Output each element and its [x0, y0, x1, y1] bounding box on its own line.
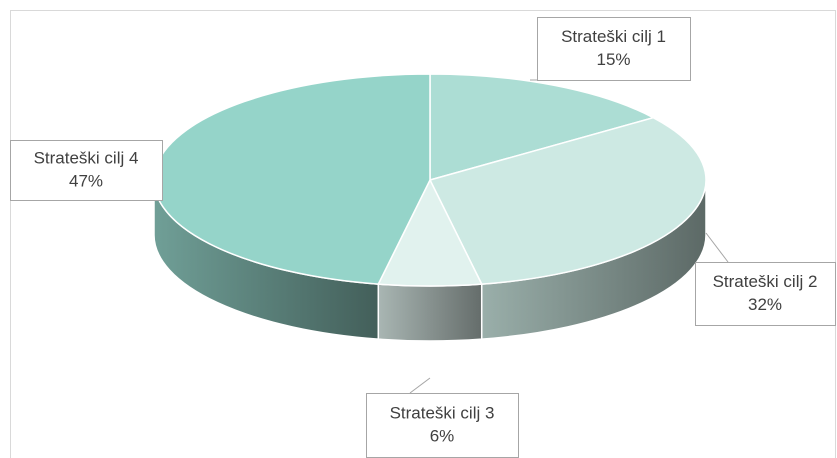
category-label: Strateški cilj 3: [390, 403, 495, 422]
slice-side: [377, 283, 483, 342]
label-box: [10, 140, 163, 201]
label-box: [366, 393, 519, 458]
leader-line: [409, 377, 431, 394]
slice: [429, 73, 656, 181]
value-label: 32%: [748, 295, 782, 314]
category-label: Strateški cilj 2: [713, 272, 818, 291]
slice: [428, 116, 707, 285]
value-label: 47%: [69, 171, 103, 190]
label-box: [695, 262, 836, 326]
leader-line: [705, 232, 729, 263]
label-box: [537, 17, 691, 81]
value-label: 6%: [430, 426, 455, 445]
category-label: Strateški cilj 4: [34, 148, 139, 167]
value-label: 15%: [596, 50, 630, 69]
category-label: Strateški cilj 1: [561, 27, 666, 46]
